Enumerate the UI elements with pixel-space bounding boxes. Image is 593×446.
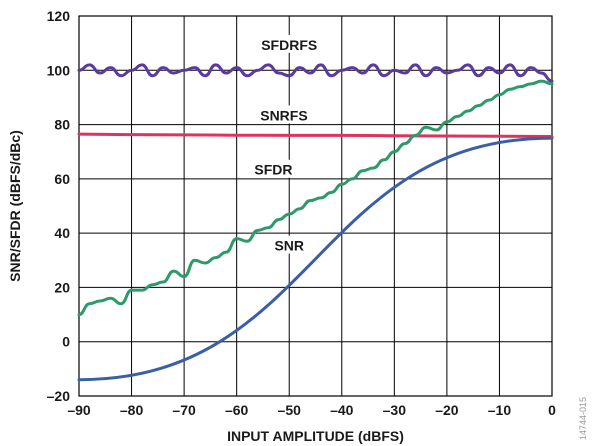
y-tick-label: 40 xyxy=(54,225,70,241)
y-tick-label: –20 xyxy=(47,388,71,404)
plot-frame xyxy=(78,15,553,397)
x-tick-label: –30 xyxy=(383,402,407,418)
annotation-bg xyxy=(249,159,298,178)
grid xyxy=(78,15,553,397)
x-tick-label: –10 xyxy=(488,402,512,418)
series-label-snr: SNR xyxy=(274,238,304,254)
series-layer xyxy=(77,63,554,382)
annotation-bg xyxy=(254,105,313,124)
y-tick-label: 0 xyxy=(62,334,70,350)
x-tick-label: –40 xyxy=(330,402,354,418)
tick-layer: –90 –80 –70 –60 –50 –40 –30 –20 –10 0 –20 0 20 40 60 80… xyxy=(47,8,556,418)
x-tick-label: –50 xyxy=(278,402,302,418)
y-tick-label: 20 xyxy=(54,279,70,295)
x-tick-label: –20 xyxy=(435,402,459,418)
x-tick-label: –90 xyxy=(67,402,91,418)
annotation-layer: SFDRFS SNRFS SFDR SNR xyxy=(249,34,324,254)
series-line-snrfs xyxy=(77,132,554,138)
y-tick-label: 60 xyxy=(54,171,70,187)
figure-id: 14744-015 xyxy=(578,397,588,440)
annotation-bg xyxy=(255,34,324,53)
y-axis-label: SNR/SFDR (dBFS/dBc) xyxy=(7,130,23,282)
x-axis-label: INPUT AMPLITUDE (dBFS) xyxy=(227,428,404,444)
x-tick-label: 0 xyxy=(548,402,556,418)
series-line-sfdr xyxy=(77,79,554,317)
y-tick-label: 80 xyxy=(54,117,70,133)
y-tick-label: 120 xyxy=(47,8,71,24)
series-label-sfdr: SFDR xyxy=(254,162,292,178)
x-tick-label: –70 xyxy=(172,402,196,418)
x-tick-label: –60 xyxy=(225,402,249,418)
y-tick-label: 100 xyxy=(47,62,71,78)
annotation-bg xyxy=(270,235,309,254)
series-label-snrfs: SNRFS xyxy=(260,107,307,123)
series-line-snr xyxy=(77,136,554,382)
x-tick-label: –80 xyxy=(120,402,144,418)
series-line-sfdrfs xyxy=(77,63,554,83)
series-label-sfdrfs: SFDRFS xyxy=(261,37,317,53)
